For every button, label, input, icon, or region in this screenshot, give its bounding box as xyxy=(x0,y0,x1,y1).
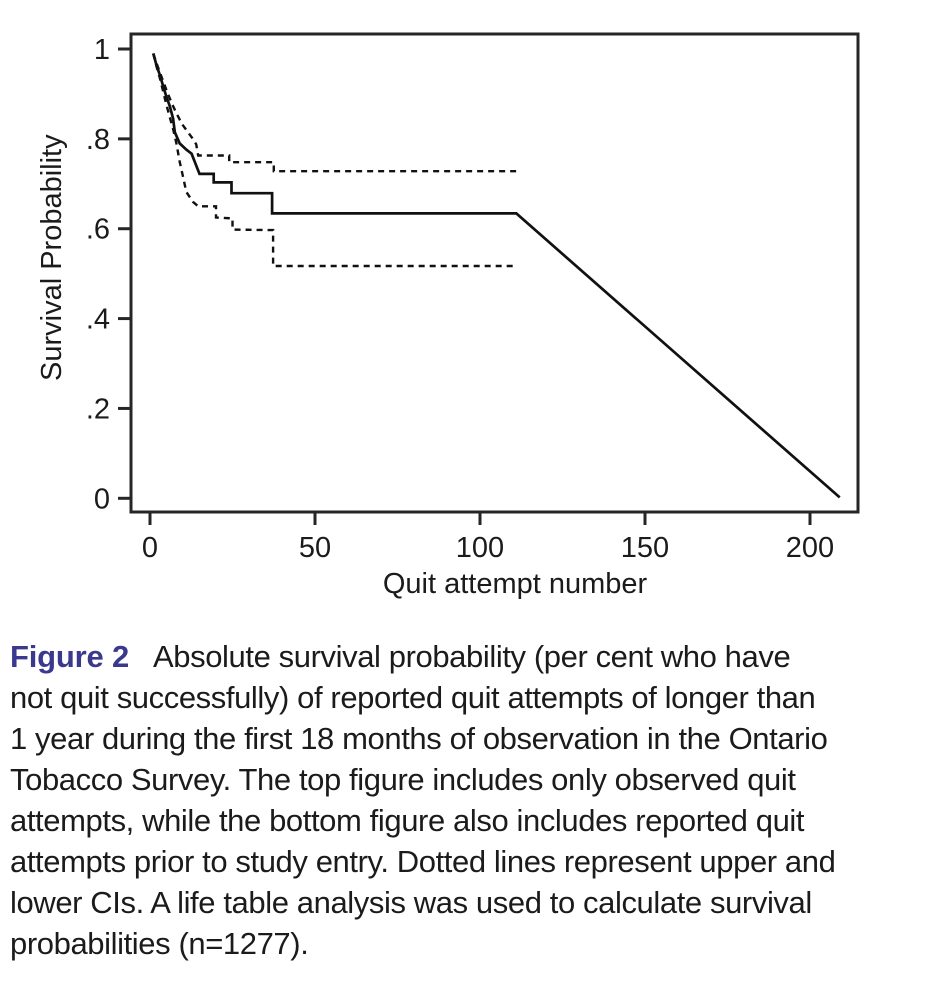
y-tick-label: .6 xyxy=(86,214,110,246)
x-tick-label: 200 xyxy=(786,532,834,564)
caption-line: not quit successfully) of reported quit … xyxy=(10,680,816,715)
series-line-estimate xyxy=(151,53,841,499)
x-tick-label: 100 xyxy=(456,532,504,564)
y-tick-label: 1 xyxy=(94,34,110,66)
caption-line: attempts prior to study entry. Dotted li… xyxy=(10,844,836,879)
figure-label: Figure 2 xyxy=(10,639,129,674)
y-axis-label: Survival Probability xyxy=(36,134,68,382)
caption-line: 1 year during the first 18 months of obs… xyxy=(10,721,828,756)
caption-line: attempts, while the bottom figure also i… xyxy=(10,803,805,838)
y-tick-label: 0 xyxy=(94,483,110,515)
caption-line: lower CIs. A life table analysis was use… xyxy=(10,885,812,920)
x-tick-label: 150 xyxy=(621,532,669,564)
y-tick-label: .4 xyxy=(86,304,110,336)
caption-line: Tobacco Survey. The top figure includes … xyxy=(10,762,796,797)
figure-caption: Figure 2 Absolute survival probability (p… xyxy=(10,636,944,964)
caption-text: Absolute survival probability (per cent … xyxy=(152,639,791,674)
x-tick-label: 50 xyxy=(299,532,331,564)
series-line-ci xyxy=(152,53,517,173)
caption-line: probabilities (n=1277). xyxy=(10,926,309,961)
x-tick-label: 0 xyxy=(142,532,158,564)
series-line-ci xyxy=(152,53,513,268)
x-axis-label: Quit attempt number xyxy=(382,568,648,600)
y-tick-label: .2 xyxy=(86,393,110,425)
survival-chart: 0 .2 .4 .6 .8 1 0 50 100 150 200 xyxy=(86,32,860,564)
chart-area: 0 .2 .4 .6 .8 1 0 50 100 150 200 Survival Probabil… xyxy=(36,32,860,600)
caption-line: Figure 2 Absolute survival probability (p… xyxy=(10,636,944,677)
plot-frame xyxy=(129,32,860,514)
y-tick-label: .8 xyxy=(86,124,110,156)
